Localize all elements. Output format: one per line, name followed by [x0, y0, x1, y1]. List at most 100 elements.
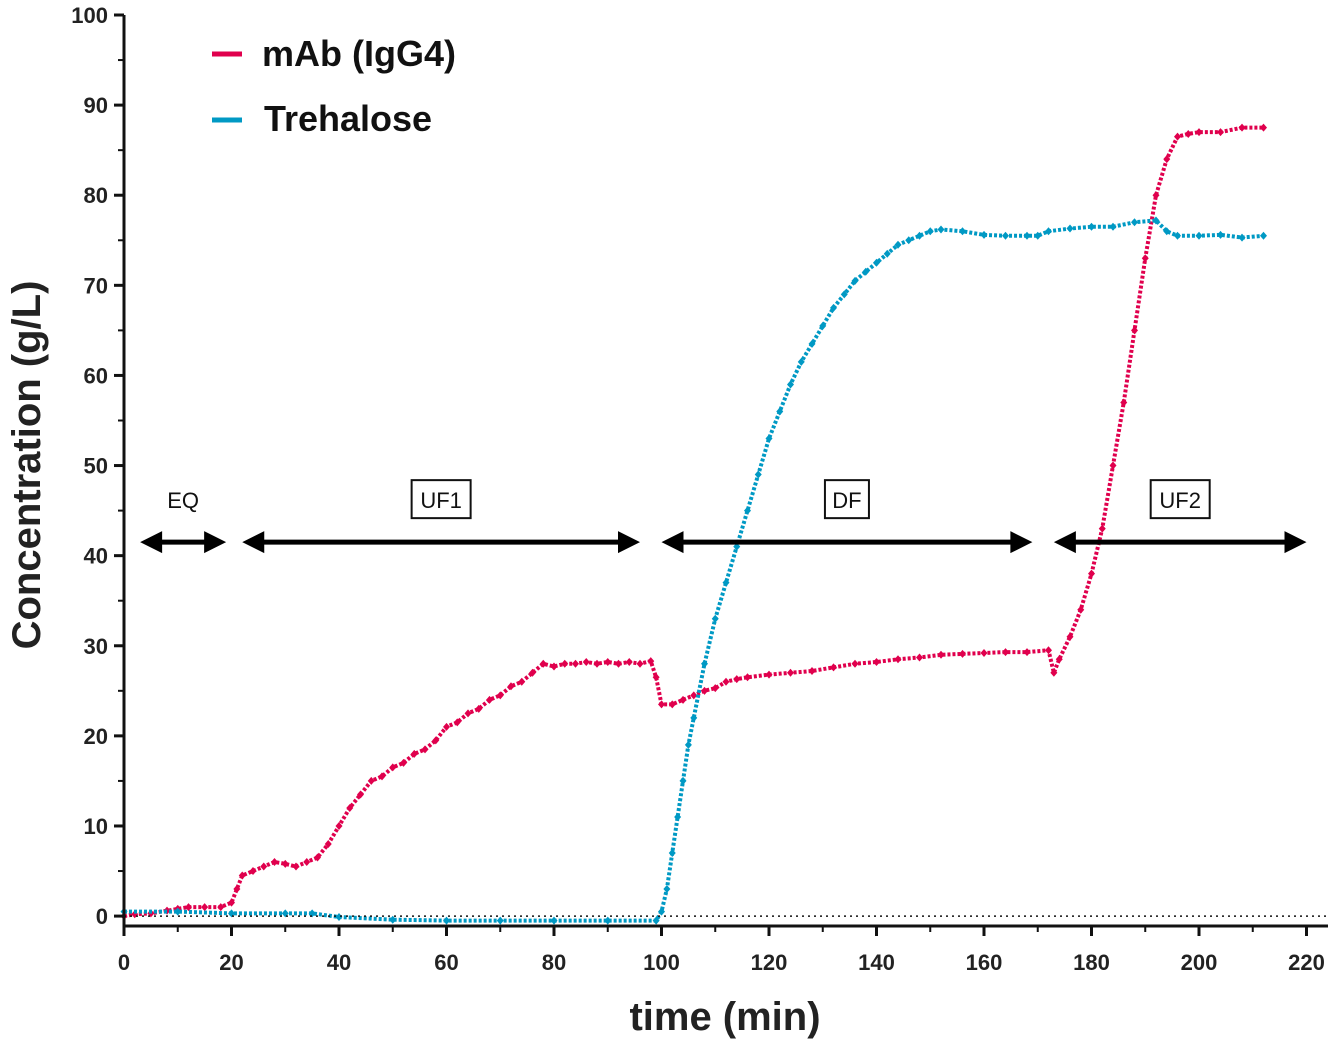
arrow-head-right — [1010, 531, 1033, 554]
legend-label-mab: mAb (IgG4) — [262, 33, 456, 74]
data-point-mab — [679, 695, 687, 704]
data-point-mab — [249, 867, 257, 876]
data-point-mab — [593, 659, 601, 668]
x-tick-label: 20 — [219, 950, 243, 975]
data-point-trehalose — [733, 542, 741, 551]
data-point-mab — [615, 659, 622, 668]
data-point-trehalose — [1260, 231, 1267, 240]
phase-label: EQ — [167, 488, 199, 513]
data-point-mab — [314, 853, 321, 862]
arrow-head-right — [618, 531, 640, 554]
x-tick-label: 0 — [118, 950, 130, 975]
phase-label-box — [410, 479, 472, 520]
data-point-trehalose — [690, 713, 698, 722]
y-tick-label: 80 — [84, 183, 108, 208]
data-point-mab — [711, 684, 719, 693]
data-point-mab — [1260, 123, 1267, 132]
data-point-trehalose — [754, 470, 762, 479]
data-point-trehalose — [873, 258, 880, 267]
data-point-mab — [916, 653, 923, 662]
data-point-mab — [959, 649, 966, 658]
data-point-mab — [1152, 191, 1160, 200]
data-point-mab — [539, 659, 547, 668]
data-point-mab — [873, 657, 880, 666]
data-point-mab — [1002, 648, 1009, 657]
data-point-trehalose — [701, 659, 708, 668]
x-tick-label: 180 — [1073, 950, 1110, 975]
data-point-mab — [1045, 646, 1052, 655]
data-point-mab — [787, 668, 794, 677]
data-point-mab — [335, 821, 343, 830]
phase-label-box — [823, 479, 870, 520]
data-point-trehalose — [722, 578, 730, 587]
data-point-mab — [647, 657, 655, 666]
axes: 0 20 40 60 80 100 120 140 160 180 200 220 0 10 20 30 40 5… — [71, 3, 1328, 975]
data-point-trehalose — [684, 740, 692, 749]
data-point-trehalose — [776, 407, 784, 416]
data-point-mab — [1098, 524, 1106, 533]
data-point-mab — [1023, 648, 1031, 657]
data-point-mab — [303, 858, 311, 867]
y-tick-label: 90 — [84, 93, 108, 118]
arrow-head-right — [1284, 531, 1307, 554]
data-point-trehalose — [550, 916, 558, 925]
arrow-head-left — [661, 531, 684, 554]
data-point-mab — [733, 675, 741, 684]
data-point-mab — [1077, 605, 1085, 614]
data-point-mab — [744, 673, 751, 682]
data-point-trehalose — [335, 912, 343, 921]
data-point-trehalose — [1088, 222, 1095, 231]
data-point-mab — [830, 663, 837, 672]
data-point-trehalose — [679, 776, 687, 785]
data-point-trehalose — [1195, 231, 1203, 240]
data-point-trehalose — [894, 240, 902, 249]
data-point-trehalose — [674, 812, 682, 821]
x-tick-label: 100 — [643, 950, 680, 975]
data-point-trehalose — [496, 916, 504, 925]
data-point-mab — [324, 840, 332, 849]
legend: mAb (IgG4) Trehalose — [212, 33, 456, 139]
data-point-trehalose — [744, 506, 751, 515]
data-point-mab — [260, 862, 268, 871]
data-point-mab — [1217, 128, 1224, 137]
phase-annotation-uf1: UF1 — [242, 479, 640, 554]
data-point-mab — [765, 670, 773, 679]
phase-label: UF1 — [420, 488, 462, 513]
data-point-mab — [357, 790, 364, 799]
y-tick-label: 50 — [84, 454, 108, 479]
y-tick-label: 10 — [84, 814, 108, 839]
y-axis-label: Concentration (g/L) — [5, 281, 49, 650]
phase-label-box — [1149, 479, 1211, 520]
y-tick-label: 70 — [84, 273, 108, 298]
data-point-mab — [851, 659, 859, 668]
data-point-mab — [1195, 128, 1203, 137]
data-point-trehalose — [926, 227, 934, 236]
data-point-mab — [582, 657, 590, 666]
data-point-mab — [1163, 155, 1171, 164]
data-point-trehalose — [1002, 231, 1009, 240]
y-tick-label: 0 — [96, 904, 108, 929]
data-point-mab — [486, 695, 493, 704]
data-point-mab — [980, 648, 988, 657]
data-point-trehalose — [765, 434, 773, 443]
data-point-trehalose — [830, 303, 837, 312]
data-point-trehalose — [959, 227, 966, 236]
data-point-trehalose — [1217, 230, 1224, 239]
series-line-mab — [123, 125, 1264, 919]
plot-area: EQ UF1 DF UF2 — [120, 123, 1307, 925]
y-tick-label: 40 — [84, 544, 108, 569]
data-point-mab — [652, 673, 660, 682]
legend-label-trehalose: Trehalose — [264, 98, 432, 139]
data-point-mab — [1109, 461, 1117, 470]
data-point-mab — [432, 736, 440, 745]
data-point-mab — [1131, 326, 1138, 335]
arrow-head-left — [1053, 531, 1076, 554]
data-point-trehalose — [1174, 231, 1181, 240]
data-point-trehalose — [937, 225, 945, 234]
data-point-trehalose — [808, 339, 816, 348]
data-point-trehalose — [797, 357, 805, 366]
x-tick-label: 160 — [966, 950, 1003, 975]
phase-label: DF — [832, 488, 861, 513]
phase-label: UF2 — [1159, 488, 1201, 513]
